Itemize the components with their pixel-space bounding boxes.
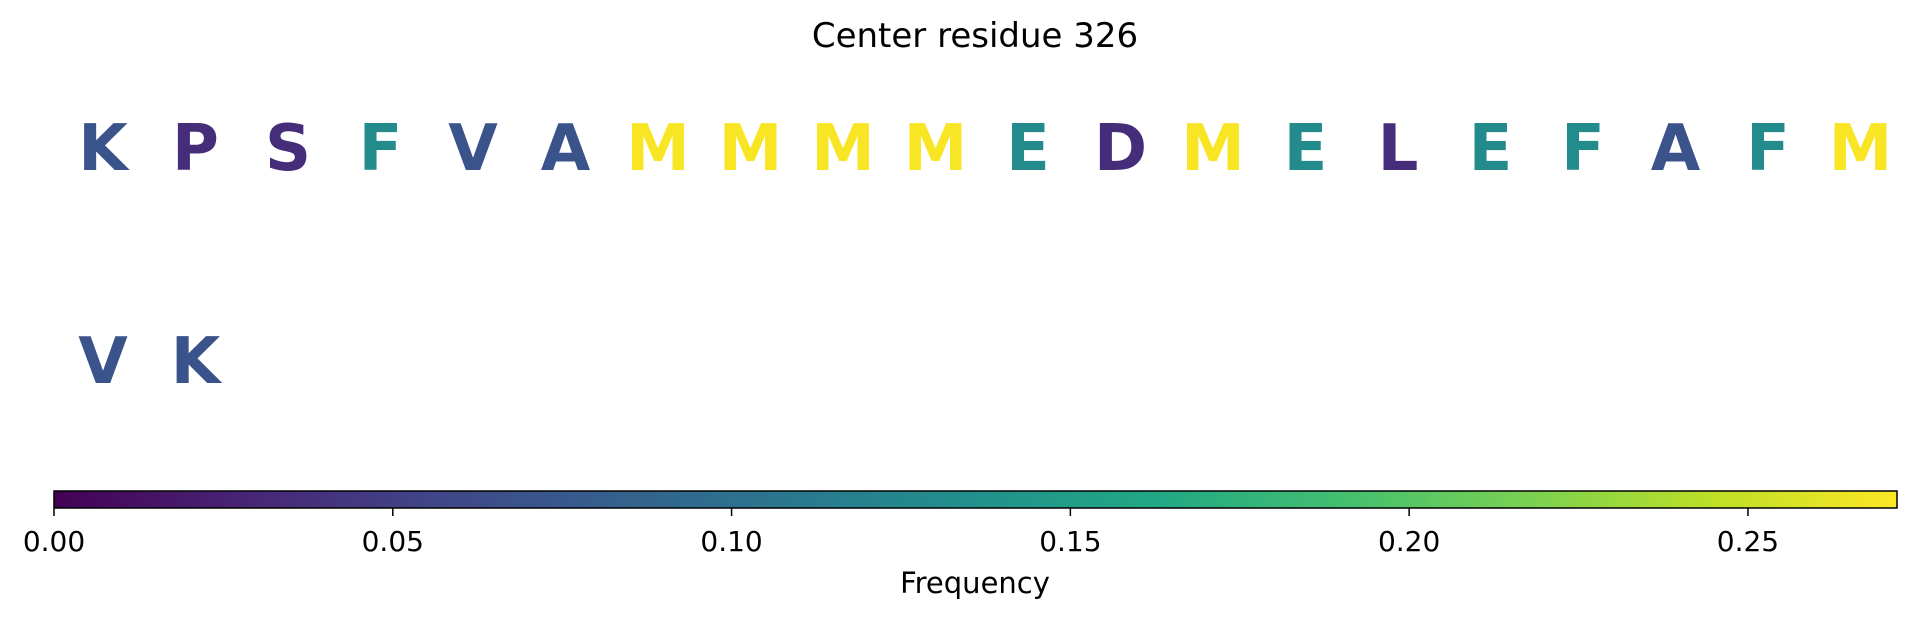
- residue-letter: M: [904, 112, 968, 186]
- residue-letter: V: [448, 112, 498, 186]
- residue-letter: P: [172, 112, 219, 186]
- colorbar-tick-label: 0.15: [1039, 525, 1101, 558]
- residue-letter: K: [171, 325, 223, 399]
- residue-letter: L: [1378, 112, 1419, 186]
- colorbar-tick-label: 0.20: [1378, 525, 1440, 558]
- residue-letter: M: [719, 112, 783, 186]
- residue-letter: M: [1181, 112, 1245, 186]
- residue-letter: F: [1746, 112, 1790, 186]
- residue-letter: S: [265, 112, 311, 186]
- residue-letter: E: [1006, 112, 1050, 186]
- residue-letter: A: [541, 112, 591, 186]
- residue-letter: M: [626, 112, 690, 186]
- colorbar-tick-label: 0.00: [23, 525, 85, 558]
- residue-letter: V: [78, 325, 128, 399]
- residue-letter: E: [1284, 112, 1328, 186]
- residue-letter: D: [1094, 112, 1147, 186]
- residue-letter: M: [811, 112, 875, 186]
- residue-letter: K: [78, 112, 130, 186]
- chart-title: Center residue 326: [812, 16, 1138, 56]
- residue-letter: M: [1829, 112, 1893, 186]
- colorbar-label: Frequency: [900, 566, 1050, 600]
- residue-letter: F: [359, 112, 403, 186]
- colorbar-tick-label: 0.25: [1717, 525, 1779, 558]
- residue-letters: K P S F V A M M M M E D M E L E F A F MV K: [78, 112, 1892, 399]
- residue-letter: A: [1651, 112, 1701, 186]
- residue-letter: E: [1469, 112, 1513, 186]
- colorbar-tick-label: 0.05: [362, 525, 424, 558]
- residue-letter: F: [1561, 112, 1605, 186]
- colorbar-tick-label: 0.10: [700, 525, 762, 558]
- colorbar-ticks: 0.00 0.05 0.10 0.15 0.20 0.25: [23, 508, 1779, 558]
- colorbar: [53, 490, 1898, 509]
